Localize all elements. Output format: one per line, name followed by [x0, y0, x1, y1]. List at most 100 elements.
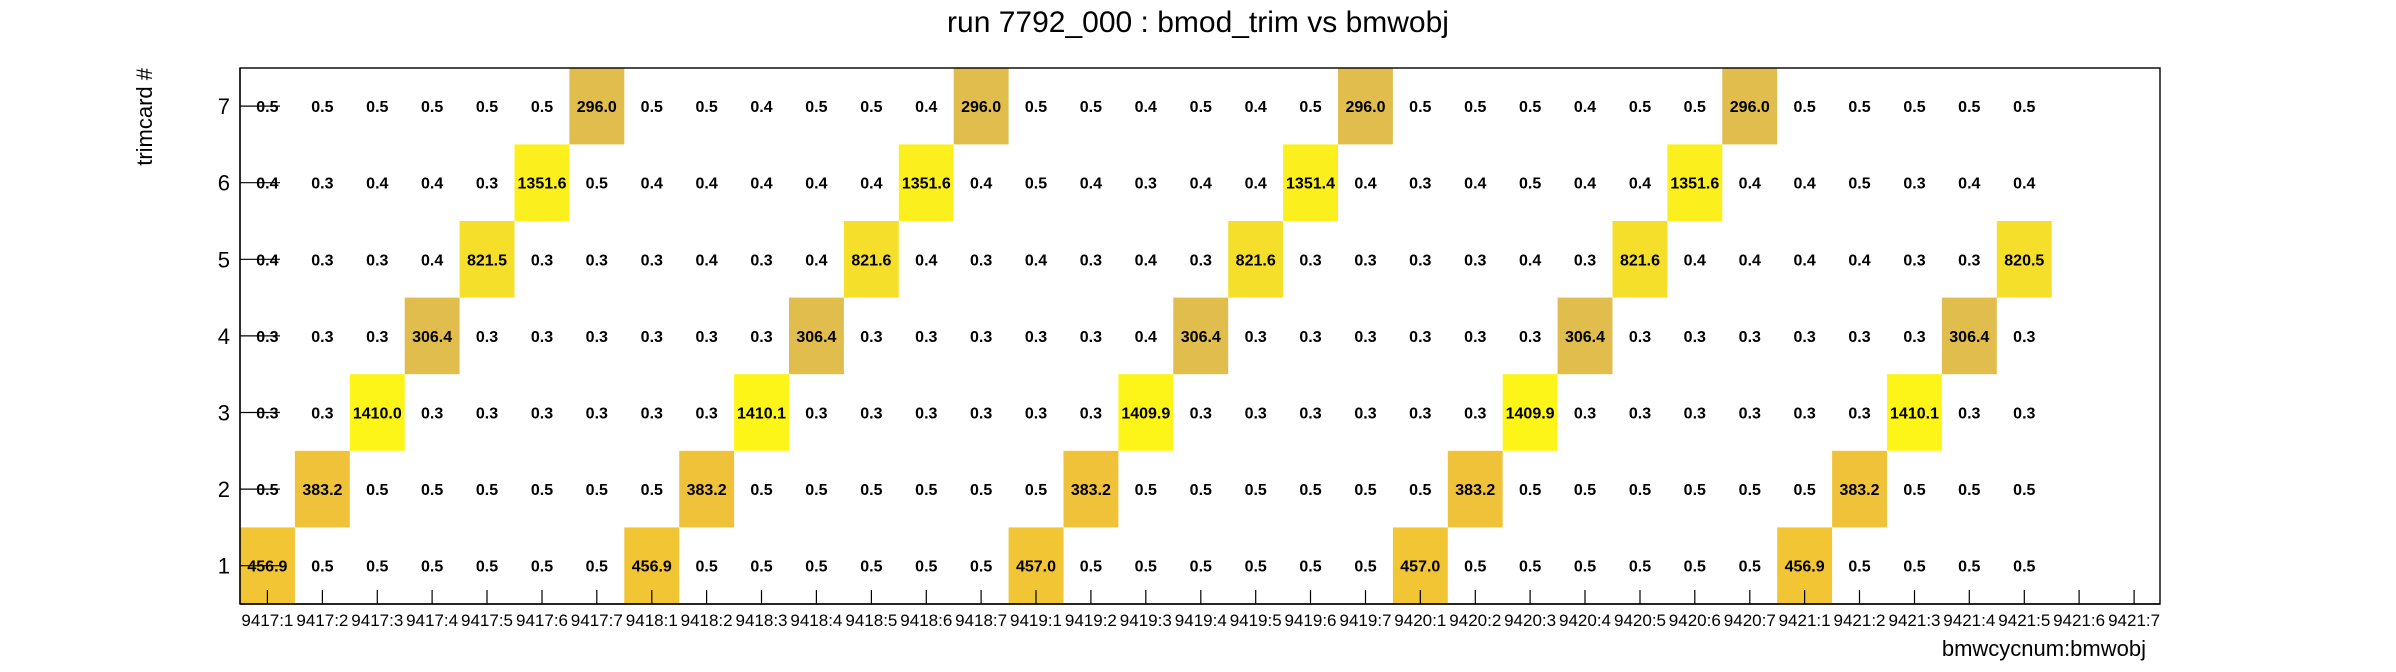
cell-value-label: 0.3 — [311, 406, 333, 423]
y-tick-label: 5 — [218, 247, 230, 272]
cell-value-label: 0.4 — [915, 99, 937, 116]
x-tick-label: 9421:5 — [1998, 611, 2050, 630]
x-tick-label: 9419:4 — [1175, 611, 1227, 630]
cell-value-label: 1351.6 — [1670, 176, 1719, 193]
cell-value-label: 0.3 — [421, 406, 443, 423]
cell-value-label: 0.5 — [421, 559, 443, 576]
heatmap-cell — [1612, 221, 1668, 298]
heatmap-cell — [569, 67, 625, 145]
cell-value-label: 0.5 — [2013, 99, 2035, 116]
cell-value-label: 0.3 — [531, 252, 553, 269]
cell-value-label: 296.0 — [577, 99, 617, 116]
cell-value-label: 0.4 — [1958, 176, 1980, 193]
cell-value-label: 0.3 — [1080, 252, 1102, 269]
cell-value-label: 0.4 — [750, 99, 772, 116]
cell-value-label: 0.5 — [1025, 99, 1047, 116]
cell-value-label: 0.3 — [256, 329, 278, 346]
cell-value-label: 0.5 — [805, 559, 827, 576]
x-tick-label: 9418:2 — [681, 611, 733, 630]
cell-value-label: 0.5 — [1519, 482, 1541, 499]
cell-value-label: 0.3 — [860, 329, 882, 346]
cell-value-label: 1409.9 — [1121, 406, 1170, 423]
cell-value-label: 0.5 — [641, 482, 663, 499]
cell-value-label: 0.5 — [1135, 559, 1157, 576]
cell-value-label: 0.3 — [1245, 406, 1267, 423]
x-tick-label: 9418:1 — [626, 611, 678, 630]
cell-value-label: 0.4 — [1574, 176, 1596, 193]
cell-value-label: 0.4 — [1135, 329, 1157, 346]
cell-value-label: 0.5 — [1409, 482, 1431, 499]
cell-value-label: 0.5 — [1299, 482, 1321, 499]
cell-value-label: 0.3 — [476, 176, 498, 193]
cell-value-label: 0.5 — [2013, 482, 2035, 499]
cell-value-label: 0.3 — [915, 406, 937, 423]
cell-value-label: 0.5 — [1574, 482, 1596, 499]
cell-value-label: 0.5 — [1958, 559, 1980, 576]
x-tick-label: 9419:3 — [1120, 611, 1172, 630]
cell-value-label: 0.3 — [531, 406, 553, 423]
cell-value-label: 0.5 — [1848, 176, 1870, 193]
cell-value-label: 0.5 — [311, 559, 333, 576]
cell-value-label: 0.3 — [1025, 406, 1047, 423]
cell-value-label: 0.3 — [1903, 176, 1925, 193]
y-tick-label: 4 — [218, 324, 230, 349]
x-tick-label: 9420:1 — [1394, 611, 1446, 630]
cell-value-label: 306.4 — [1565, 329, 1605, 346]
cell-value-label: 1351.6 — [902, 176, 951, 193]
x-tick-label: 9420:3 — [1504, 611, 1556, 630]
cell-value-label: 0.5 — [1848, 559, 1870, 576]
cell-value-label: 0.5 — [1080, 559, 1102, 576]
heatmap-cell — [1338, 67, 1393, 145]
x-tick-label: 9419:6 — [1285, 611, 1337, 630]
cell-value-label: 0.3 — [311, 252, 333, 269]
cell-value-label: 1351.4 — [1286, 176, 1335, 193]
cell-value-label: 383.2 — [1071, 482, 1111, 499]
heatmap-cell — [789, 297, 844, 375]
cell-value-label: 0.3 — [1464, 329, 1486, 346]
x-tick-label: 9419:2 — [1065, 611, 1117, 630]
cell-value-label: 0.5 — [1684, 559, 1706, 576]
cell-value-label: 1410.0 — [353, 406, 402, 423]
cell-value-label: 0.5 — [1629, 559, 1651, 576]
x-tick-label: 9419:7 — [1340, 611, 1392, 630]
cell-value-label: 0.5 — [1519, 99, 1541, 116]
x-tick-label: 9421:1 — [1779, 611, 1831, 630]
cell-value-label: 0.4 — [805, 176, 827, 193]
cell-value-label: 0.5 — [586, 559, 608, 576]
x-tick-label: 9421:3 — [1889, 611, 1941, 630]
cell-value-label: 0.4 — [915, 252, 937, 269]
cell-value-label: 0.4 — [1793, 252, 1815, 269]
cell-value-label: 296.0 — [1730, 99, 1770, 116]
cell-value-label: 306.4 — [412, 329, 452, 346]
cell-value-label: 0.4 — [1793, 176, 1815, 193]
cell-value-label: 0.3 — [1354, 406, 1376, 423]
cell-value-label: 0.4 — [366, 176, 388, 193]
cell-value-label: 0.3 — [256, 406, 278, 423]
cell-value-label: 0.3 — [1739, 406, 1761, 423]
cell-value-label: 0.5 — [860, 559, 882, 576]
cell-value-label: 0.3 — [1080, 329, 1102, 346]
cell-value-label: 821.6 — [851, 252, 891, 269]
x-tick-label: 9418:6 — [900, 611, 952, 630]
cell-value-label: 0.3 — [366, 252, 388, 269]
cell-value-label: 0.4 — [695, 252, 717, 269]
cell-value-label: 0.4 — [1739, 176, 1761, 193]
cell-value-label: 0.5 — [1958, 482, 1980, 499]
cell-value-label: 0.5 — [1464, 559, 1486, 576]
cell-value-label: 0.4 — [1574, 99, 1596, 116]
cell-value-label: 0.4 — [1245, 176, 1267, 193]
cell-value-label: 0.5 — [366, 99, 388, 116]
cell-value-label: 0.5 — [695, 559, 717, 576]
heatmap-cell — [1283, 144, 1338, 221]
cell-value-label: 383.2 — [687, 482, 727, 499]
cell-value-label: 0.3 — [970, 406, 992, 423]
cell-value-label: 0.3 — [1409, 329, 1431, 346]
cell-value-label: 0.3 — [1299, 406, 1321, 423]
cell-value-label: 0.5 — [1574, 559, 1596, 576]
cell-value-label: 0.3 — [1519, 329, 1541, 346]
cell-value-label: 0.5 — [476, 482, 498, 499]
cell-value-label: 0.3 — [1848, 329, 1870, 346]
cell-value-label: 0.5 — [750, 482, 772, 499]
cell-value-label: 0.3 — [1409, 252, 1431, 269]
cell-value-label: 0.4 — [421, 176, 443, 193]
